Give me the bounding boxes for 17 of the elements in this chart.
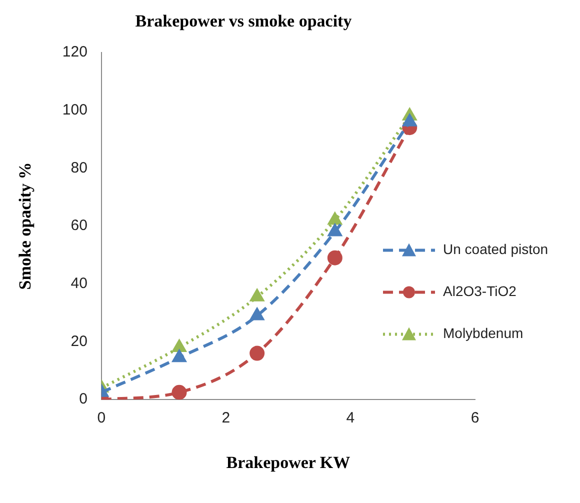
y-tick-label: 100 (62, 101, 88, 118)
chart-title: Brakepower vs smoke opacity (135, 12, 352, 31)
legend-label: Al2O3-TiO2 (443, 283, 517, 300)
x-tick-label: 2 (222, 410, 230, 427)
x-tick-label: 4 (346, 410, 355, 427)
y-tick-label: 0 (79, 390, 88, 408)
y-tick-label: 80 (70, 159, 88, 176)
legend-label: Molybdenum (443, 325, 524, 342)
y-axis-title: Smoke opacity % (16, 162, 35, 290)
y-tick-label: 20 (70, 332, 88, 350)
y-tick-label: 120 (62, 44, 88, 61)
x-tick-label: 0 (97, 410, 106, 427)
y-tick-label: 40 (70, 275, 88, 292)
x-tick-label: 6 (470, 410, 480, 427)
legend-label: Un coated piston (443, 241, 548, 258)
x-axis-title: Brakepower KW (226, 453, 350, 472)
y-tick-label: 60 (70, 217, 88, 234)
